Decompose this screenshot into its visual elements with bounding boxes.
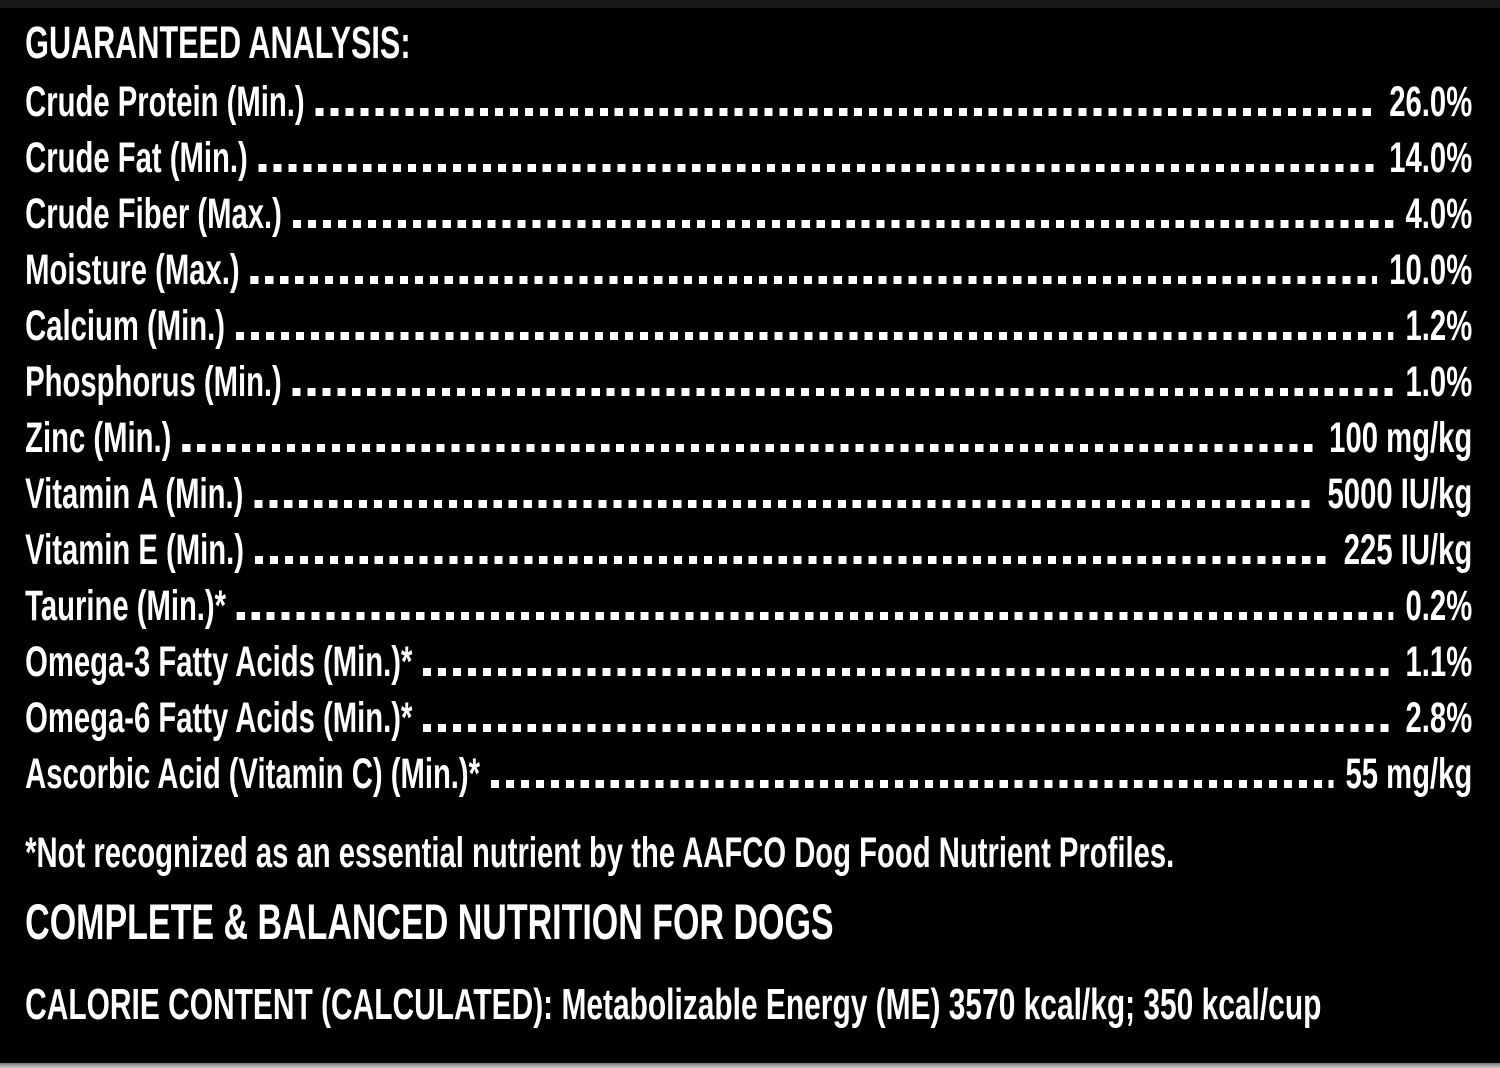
nutrient-label: Omega-6 Fatty Acids (Min.)* xyxy=(25,694,413,742)
dot-leader xyxy=(292,388,1394,396)
nutrient-value: 2.8% xyxy=(1405,694,1473,742)
dot-leader xyxy=(235,332,1394,340)
nutrient-label: Crude Fiber (Max.) xyxy=(25,190,282,238)
nutrient-label: Moisture (Max.) xyxy=(25,246,240,294)
nutrient-value: 10.0% xyxy=(1389,246,1473,294)
calorie-content-statement: CALORIE CONTENT (CALCULATED): Metaboliza… xyxy=(25,980,1322,1029)
analysis-row: Crude Fiber (Max.) 4.0% xyxy=(25,186,1472,242)
analysis-row: Crude Protein (Min.) 26.0% xyxy=(25,74,1472,130)
nutrient-value: 26.0% xyxy=(1389,78,1473,126)
dot-leader xyxy=(182,444,1317,452)
analysis-row: Omega-6 Fatty Acids (Min.)* 2.8% xyxy=(25,690,1472,746)
nutrient-value: 14.0% xyxy=(1389,134,1473,182)
nutrient-label: Crude Fat (Min.) xyxy=(25,134,248,182)
nutrient-value: 225 IU/kg xyxy=(1343,526,1473,574)
analysis-row: Omega-3 Fatty Acids (Min.)* 1.1% xyxy=(25,634,1472,690)
analysis-row: Moisture (Max.) 10.0% xyxy=(25,242,1472,298)
label-top-edge xyxy=(0,0,1500,8)
dot-leader xyxy=(254,500,1316,508)
analysis-row: Crude Fat (Min.) 14.0% xyxy=(25,130,1472,186)
analysis-row: Vitamin E (Min.) 225 IU/kg xyxy=(25,522,1472,578)
dot-leader xyxy=(258,164,1378,172)
analysis-row: Phosphorus (Min.) 1.0% xyxy=(25,354,1472,410)
nutrient-value: 1.1% xyxy=(1405,638,1473,686)
dot-leader xyxy=(423,724,1394,732)
dot-leader xyxy=(292,220,1394,228)
nutrient-value: 5000 IU/kg xyxy=(1327,470,1473,518)
analysis-row: Zinc (Min.) 100 mg/kg xyxy=(25,410,1472,466)
nutrient-value: 55 mg/kg xyxy=(1345,750,1473,798)
nutrient-label: Calcium (Min.) xyxy=(25,302,225,350)
nutrient-value: 100 mg/kg xyxy=(1329,414,1473,462)
nutrient-value: 1.0% xyxy=(1405,358,1473,406)
dot-leader xyxy=(490,780,1334,788)
nutrient-value: 0.2% xyxy=(1405,582,1473,630)
analysis-row: Taurine (Min.)* 0.2% xyxy=(25,578,1472,634)
analysis-row: Calcium (Min.) 1.2% xyxy=(25,298,1472,354)
dot-leader xyxy=(250,276,1378,284)
label-bottom-edge xyxy=(0,1063,1500,1068)
nutrient-label: Zinc (Min.) xyxy=(25,414,172,462)
analysis-row-list: Crude Protein (Min.) 26.0% Crude Fat (Mi… xyxy=(25,74,1472,802)
dot-leader xyxy=(423,668,1394,676)
nutrient-label: Ascorbic Acid (Vitamin C) (Min.)* xyxy=(25,750,481,798)
nutrient-value: 4.0% xyxy=(1405,190,1473,238)
guaranteed-analysis-title: GUARANTEED ANALYSIS: xyxy=(25,17,411,68)
nutrient-label: Taurine (Min.)* xyxy=(25,582,227,630)
nutrient-label: Phosphorus (Min.) xyxy=(25,358,282,406)
nutrient-label: Vitamin E (Min.) xyxy=(25,526,244,574)
dot-leader xyxy=(315,108,1378,116)
complete-balanced-subtitle: COMPLETE & BALANCED NUTRITION FOR DOGS xyxy=(25,894,834,950)
analysis-row: Vitamin A (Min.) 5000 IU/kg xyxy=(25,466,1472,522)
aafco-footnote: *Not recognized as an essential nutrient… xyxy=(25,829,1175,877)
analysis-row: Ascorbic Acid (Vitamin C) (Min.)* 55 mg/… xyxy=(25,746,1472,802)
dot-leader xyxy=(254,556,1332,564)
nutrient-label: Omega-3 Fatty Acids (Min.)* xyxy=(25,638,413,686)
nutrient-label: Vitamin A (Min.) xyxy=(25,470,244,518)
nutrient-label: Crude Protein (Min.) xyxy=(25,78,305,126)
dot-leader xyxy=(236,612,1394,620)
nutrient-value: 1.2% xyxy=(1405,302,1473,350)
